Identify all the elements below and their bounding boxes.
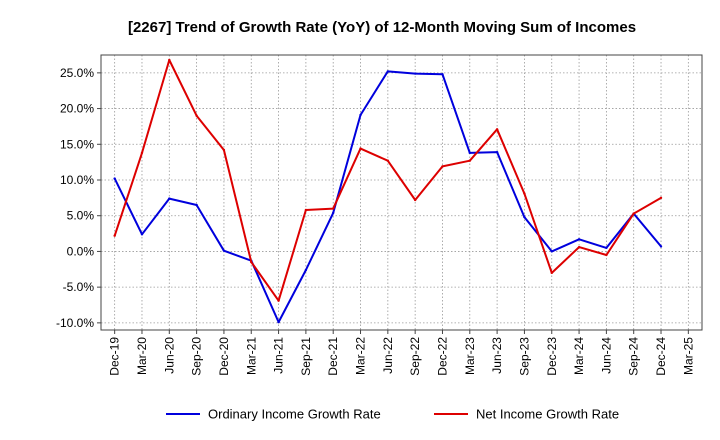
data-point — [140, 151, 144, 155]
x-tick-label: Dec-22 — [435, 337, 449, 376]
data-point — [250, 260, 253, 264]
data-point — [468, 151, 471, 155]
data-point — [277, 320, 280, 324]
x-tick-label: Jun-22 — [381, 337, 395, 374]
x-tick-label: Dec-24 — [654, 337, 668, 376]
data-point — [441, 73, 444, 76]
y-tick-label: 10.0% — [60, 173, 94, 187]
data-point — [332, 211, 335, 215]
data-point — [140, 233, 144, 236]
data-point — [113, 234, 116, 237]
data-point — [359, 113, 362, 117]
x-tick-label: Sep-23 — [517, 337, 531, 376]
data-point — [222, 249, 226, 252]
x-tick-label: Dec-19 — [108, 337, 122, 376]
data-point — [523, 215, 526, 219]
x-tick-label: Dec-23 — [545, 337, 559, 376]
data-point — [495, 128, 499, 131]
data-point — [659, 196, 663, 200]
data-point — [468, 159, 471, 162]
y-tick-label: 20.0% — [60, 102, 94, 116]
data-point — [332, 207, 335, 210]
data-point — [359, 147, 362, 150]
y-tick-label: 0.0% — [67, 244, 95, 258]
data-point — [386, 70, 390, 73]
x-tick-label: Sep-22 — [408, 337, 422, 376]
chart-title: [2267] Trend of Growth Rate (YoY) of 12-… — [128, 19, 636, 36]
x-tick-label: Mar-24 — [572, 337, 586, 375]
series-group — [113, 58, 663, 324]
data-point — [413, 198, 417, 202]
plot-frame — [100, 54, 703, 331]
grid — [101, 55, 702, 330]
x-tick-label: Jun-23 — [490, 337, 504, 374]
data-point — [523, 192, 526, 195]
x-tick-label: Jun-24 — [599, 337, 613, 374]
x-tick-label: Jun-21 — [272, 337, 286, 374]
x-axis: Dec-19 Mar-20 Jun-20 Sep-20 Dec-20 Mar-21 Jun-… — [108, 330, 695, 376]
x-tick-label: Mar-20 — [135, 337, 149, 375]
x-tick-label: Sep-20 — [190, 337, 204, 376]
data-point — [550, 250, 553, 253]
data-point — [495, 150, 499, 154]
y-tick-label: -10.0% — [56, 316, 94, 330]
x-tick-label: Mar-22 — [354, 337, 368, 375]
legend-label: Net Income Growth Rate — [476, 407, 619, 422]
y-tick-label: 5.0% — [67, 209, 95, 223]
x-tick-label: Mar-25 — [681, 337, 695, 375]
data-point — [277, 299, 280, 302]
data-point — [113, 177, 116, 180]
data-point — [386, 159, 390, 162]
data-point — [659, 245, 663, 248]
data-point — [413, 72, 417, 75]
x-tick-label: Mar-21 — [244, 337, 258, 375]
x-tick-label: Jun-20 — [162, 337, 176, 374]
legend-label: Ordinary Income Growth Rate — [208, 407, 381, 422]
data-point — [577, 238, 581, 241]
data-point — [222, 148, 226, 152]
y-axis: -10.0% -5.0% 0.0% 5.0% 10.0% 15.0% 20.0% 25.0% — [56, 66, 101, 330]
data-point — [195, 203, 198, 207]
x-tick-label: Mar-23 — [463, 337, 477, 375]
data-point — [168, 197, 171, 200]
x-tick-label: Dec-20 — [217, 337, 231, 376]
data-point — [304, 268, 308, 272]
y-tick-label: 15.0% — [60, 137, 94, 151]
data-point — [605, 253, 608, 257]
data-point — [632, 212, 635, 215]
plot-area — [101, 55, 702, 330]
x-tick-label: Dec-21 — [326, 337, 340, 376]
data-point — [195, 114, 198, 117]
legend: Ordinary Income Growth Rate Net Income Gr… — [166, 407, 619, 422]
x-tick-label: Sep-24 — [627, 337, 641, 376]
data-point — [168, 58, 171, 62]
x-tick-label: Sep-21 — [299, 337, 313, 376]
data-point — [550, 271, 553, 275]
data-point — [605, 246, 608, 250]
data-point — [577, 245, 581, 249]
y-tick-label: -5.0% — [63, 280, 95, 294]
data-point — [304, 208, 308, 212]
y-tick-label: 25.0% — [60, 66, 94, 80]
data-point — [441, 165, 444, 168]
